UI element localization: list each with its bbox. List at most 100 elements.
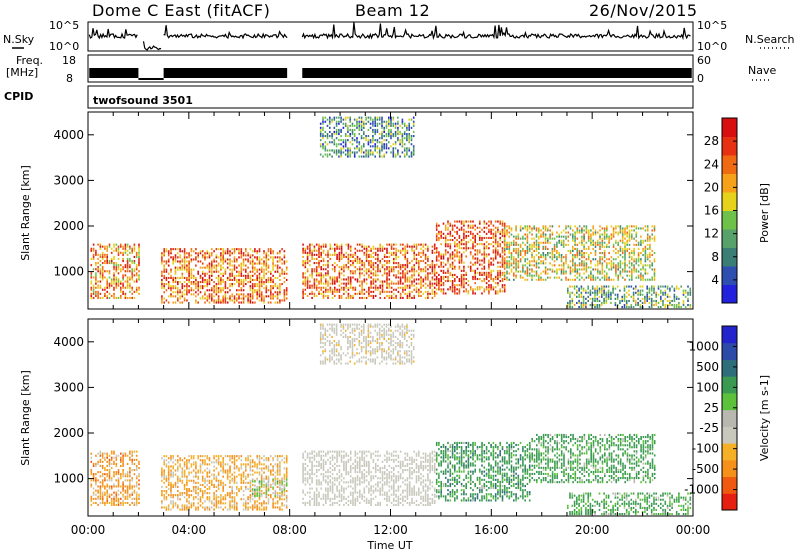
- power-cell: [188, 262, 190, 265]
- power-cell: [279, 260, 281, 263]
- power-cell: [276, 301, 279, 304]
- power-cell: [90, 274, 93, 277]
- power-cell: [533, 260, 535, 263]
- power-cell: [616, 285, 619, 288]
- power-cell: [528, 243, 531, 246]
- power-cell: [347, 155, 349, 158]
- power-cell: [653, 268, 656, 271]
- power-cell: [101, 245, 104, 248]
- power-cell: [315, 249, 318, 252]
- power-cell: [447, 278, 449, 281]
- velocity-cell: [170, 492, 172, 495]
- power-cell: [631, 272, 633, 275]
- power-cell: [637, 293, 639, 296]
- power-cell: [420, 282, 422, 285]
- power-cell: [576, 254, 579, 257]
- power-cell: [610, 237, 613, 240]
- power-cell: [360, 155, 363, 158]
- power-cell: [215, 285, 218, 288]
- power-cell: [637, 247, 640, 250]
- power-cell: [211, 297, 213, 300]
- power-cell: [528, 247, 531, 250]
- power-cell: [603, 287, 605, 290]
- power-cell: [220, 291, 222, 294]
- velocity-cell: [177, 477, 179, 480]
- power-cell: [671, 304, 673, 307]
- power-cell: [238, 281, 240, 284]
- power-cell: [420, 260, 422, 263]
- power-cell: [438, 239, 440, 242]
- power-cell: [120, 270, 122, 273]
- power-cell: [591, 285, 594, 288]
- power-cell: [542, 225, 545, 228]
- power-cell: [583, 235, 585, 238]
- power-cell: [245, 278, 247, 281]
- power-cell: [215, 256, 218, 259]
- power-cell: [440, 236, 442, 239]
- power-cell: [492, 269, 495, 272]
- power-cell: [637, 256, 640, 259]
- power-cell: [649, 266, 651, 269]
- power-cell: [285, 266, 288, 269]
- power-cell: [188, 266, 190, 269]
- power-cell: [547, 272, 549, 275]
- power-cell: [476, 232, 479, 235]
- power-cell: [190, 272, 193, 275]
- power-cell: [197, 289, 199, 292]
- power-cell: [274, 295, 277, 298]
- velocity-cell: [135, 475, 138, 478]
- power-cell: [370, 276, 372, 279]
- power-cell: [170, 285, 172, 288]
- velocity-cell: [101, 454, 104, 457]
- power-cell: [258, 274, 261, 277]
- power-cell: [503, 243, 506, 246]
- power-cell: [606, 225, 608, 228]
- power-cell: [653, 287, 655, 290]
- power-cell: [581, 231, 583, 234]
- power-cell: [476, 226, 479, 229]
- power-cell: [492, 241, 495, 244]
- power-cell: [220, 264, 222, 267]
- power-cell: [385, 145, 388, 148]
- power-cell: [513, 235, 515, 238]
- power-cell: [110, 282, 113, 285]
- power-cell: [474, 234, 476, 237]
- power-cell: [335, 122, 338, 125]
- power-cell: [368, 260, 370, 263]
- power-cell: [108, 276, 111, 279]
- power-cell: [190, 274, 193, 277]
- power-cell: [408, 147, 410, 150]
- power-cell: [263, 283, 265, 286]
- power-cell: [440, 255, 442, 258]
- power-cell: [581, 264, 583, 267]
- power-cell: [186, 268, 188, 271]
- power-cell: [503, 241, 506, 244]
- power-cell: [494, 236, 497, 239]
- power-cell: [442, 261, 445, 264]
- power-cell: [390, 133, 392, 136]
- velocity-cell: [104, 491, 106, 494]
- power-cell: [249, 289, 252, 292]
- power-cell: [424, 243, 427, 246]
- velocity-cell: [163, 506, 165, 509]
- power-cell: [302, 290, 304, 293]
- power-cell: [267, 264, 270, 267]
- velocity-cell: [126, 487, 129, 490]
- power-cell: [623, 285, 626, 288]
- power-cell: [501, 265, 504, 268]
- velocity-cell: [122, 458, 124, 461]
- power-cell: [442, 275, 445, 278]
- velocity-cell: [101, 467, 104, 470]
- power-cell: [315, 278, 318, 281]
- power-cell: [322, 274, 325, 277]
- power-cell: [338, 116, 340, 119]
- power-cell: [460, 239, 463, 242]
- power-cell: [183, 289, 186, 292]
- power-cell: [572, 260, 574, 263]
- power-cell: [503, 222, 506, 225]
- power-cell: [551, 231, 554, 234]
- power-cell: [353, 118, 356, 121]
- power-cell: [217, 274, 220, 277]
- nsky-tick-bottom: 10^0: [49, 40, 79, 53]
- power-cell: [163, 291, 165, 294]
